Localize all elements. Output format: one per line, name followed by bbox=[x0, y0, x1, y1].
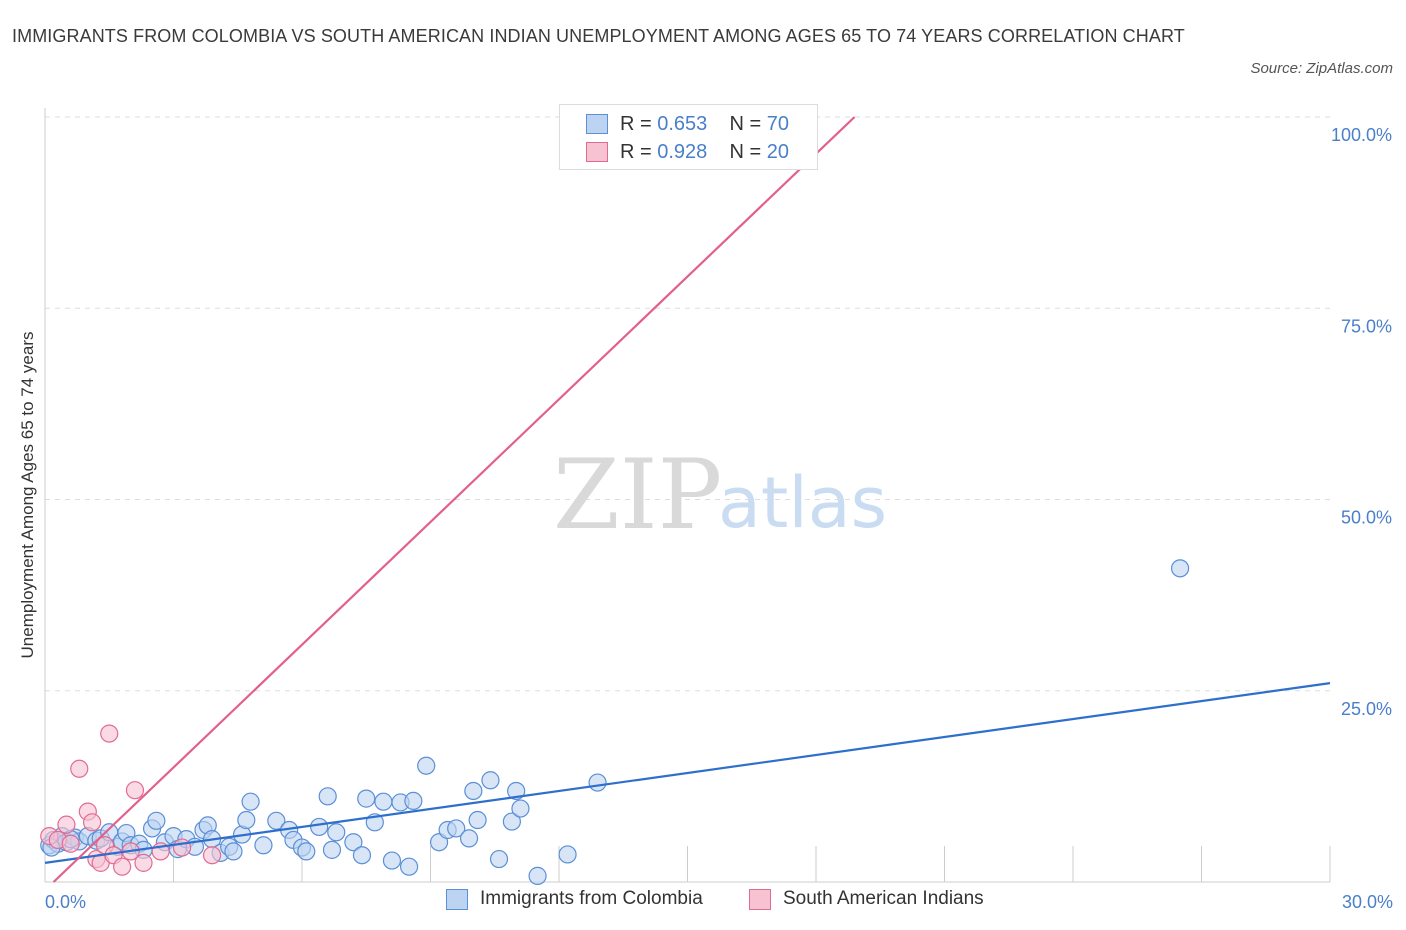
colombia-point bbox=[489, 849, 509, 869]
colombia-point bbox=[327, 823, 346, 842]
indian-point bbox=[57, 815, 76, 834]
series-legend: Immigrants from Colombia South American … bbox=[0, 888, 1406, 916]
colombia-point bbox=[224, 842, 243, 861]
y-tick-label: 50.0% bbox=[1341, 508, 1392, 528]
legend-n-label: N = bbox=[729, 112, 762, 135]
axes bbox=[44, 108, 1331, 883]
colombia-point bbox=[322, 840, 342, 859]
colombia-point bbox=[468, 810, 487, 830]
legend-r-value: 0.653 bbox=[657, 112, 708, 135]
legend-item-colombia[interactable]: Immigrants from Colombia bbox=[446, 888, 703, 910]
source-label: Source: ZipAtlas.com bbox=[1250, 60, 1393, 77]
data-points bbox=[40, 111, 1190, 885]
colombia-point bbox=[241, 792, 260, 811]
colombia-point bbox=[481, 771, 500, 790]
watermark-zip: ZIP bbox=[553, 439, 722, 551]
gridlines bbox=[45, 116, 1330, 692]
correlation-legend: R = 0.653 N = 70 R = 0.928 N = 20 bbox=[559, 104, 818, 170]
y-tick-label: 75.0% bbox=[1341, 316, 1392, 336]
legend-n-value: 20 bbox=[766, 140, 790, 163]
indian-point bbox=[112, 857, 132, 876]
indian-point bbox=[70, 759, 89, 778]
watermark-atlas: atlas bbox=[718, 462, 887, 544]
colombia-point bbox=[588, 773, 607, 792]
legend-n-value: 70 bbox=[766, 112, 790, 135]
legend-r-label: R = bbox=[620, 140, 652, 163]
legend-r-value: 0.928 bbox=[657, 140, 708, 163]
colombia-point bbox=[399, 857, 419, 876]
colombia-point bbox=[310, 817, 329, 837]
colombia-point bbox=[1170, 559, 1190, 578]
colombia-point bbox=[511, 799, 530, 818]
legend-n-label: N = bbox=[729, 140, 762, 163]
colombia-point bbox=[528, 866, 547, 885]
colombia-point bbox=[352, 846, 372, 865]
colombia-point bbox=[147, 811, 166, 830]
legend-item-label: South American Indians bbox=[783, 888, 984, 909]
legend-swatch-blue bbox=[586, 114, 608, 134]
indian-trend-line bbox=[52, 116, 856, 883]
indian-point bbox=[61, 834, 80, 853]
colombia-trend-line bbox=[44, 682, 1331, 864]
indian-point bbox=[125, 781, 145, 800]
colombia-point bbox=[464, 781, 483, 801]
legend-item-label: Immigrants from Colombia bbox=[480, 888, 703, 909]
colombia-point bbox=[297, 842, 316, 861]
legend-swatch-pink bbox=[586, 142, 608, 162]
indian-point bbox=[202, 846, 222, 865]
legend-item-indians[interactable]: South American Indians bbox=[749, 888, 984, 910]
colombia-point bbox=[374, 792, 393, 811]
colombia-point bbox=[502, 812, 521, 831]
x-tick-label: 0.0% bbox=[45, 892, 86, 912]
colombia-point bbox=[507, 781, 526, 801]
colombia-point bbox=[417, 756, 436, 775]
watermark: ZIP atlas bbox=[553, 439, 887, 551]
colombia-point bbox=[237, 810, 256, 830]
indian-point bbox=[172, 838, 192, 857]
colombia-point bbox=[254, 836, 273, 855]
colombia-point bbox=[382, 851, 402, 870]
chart-title: IMMIGRANTS FROM COLOMBIA VS SOUTH AMERIC… bbox=[12, 26, 1185, 46]
colombia-point bbox=[558, 845, 577, 864]
legend-row-colombia: R = 0.653 N = 70 bbox=[586, 111, 789, 137]
indian-point bbox=[83, 813, 102, 832]
trend-lines bbox=[44, 116, 1331, 883]
indian-point bbox=[134, 853, 153, 872]
colombia-point bbox=[344, 833, 363, 852]
colombia-point bbox=[318, 787, 337, 806]
x-tick-label: 30.0% bbox=[1342, 892, 1393, 912]
legend-swatch-blue bbox=[446, 888, 468, 910]
legend-row-indians: R = 0.928 N = 20 bbox=[586, 139, 789, 165]
y-tick-label: 100.0% bbox=[1331, 125, 1392, 145]
indian-point bbox=[100, 724, 119, 743]
colombia-point bbox=[447, 819, 466, 838]
tick-labels: 25.0% 50.0% 75.0% 100.0% 0.0% 30.0% bbox=[45, 125, 1393, 912]
colombia-point bbox=[267, 811, 286, 830]
y-tick-label: 25.0% bbox=[1341, 699, 1392, 719]
legend-swatch-pink bbox=[749, 888, 771, 910]
colombia-point bbox=[357, 789, 376, 808]
colombia-point bbox=[404, 791, 423, 811]
legend-r-label: R = bbox=[620, 112, 652, 135]
colombia-point bbox=[459, 829, 479, 848]
